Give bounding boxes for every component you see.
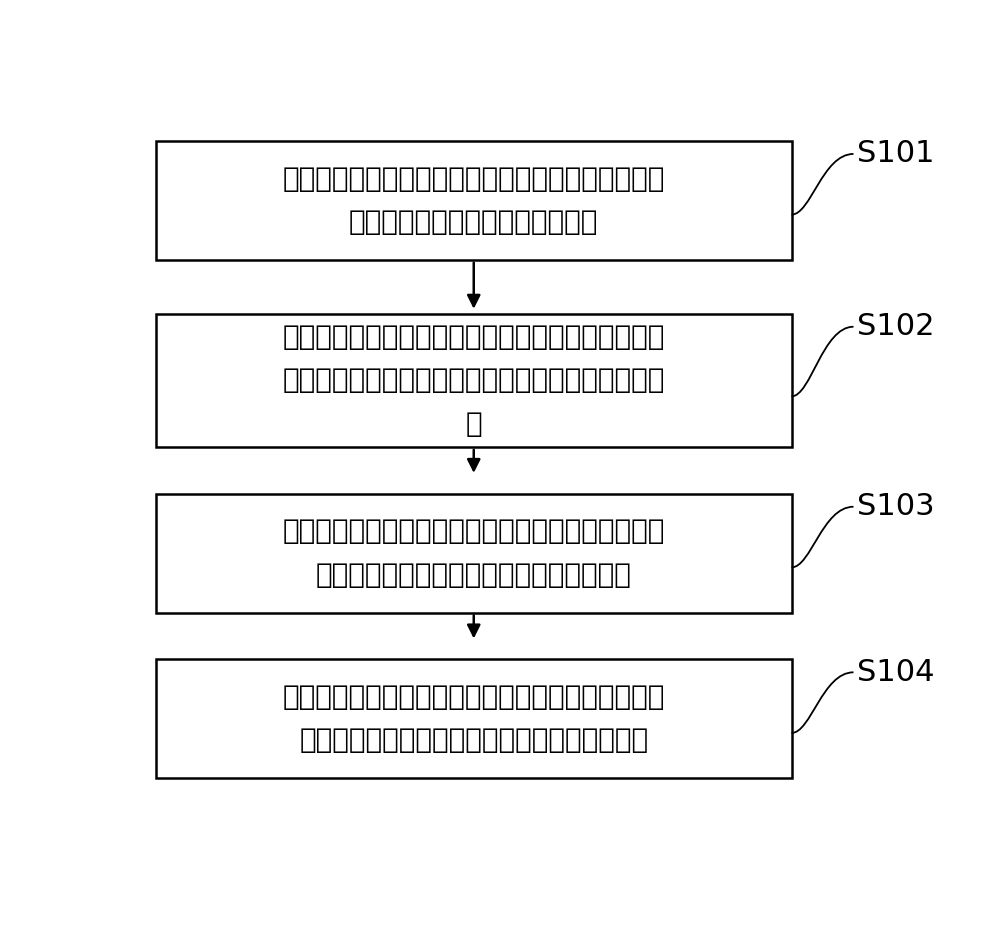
Bar <box>156 314 792 447</box>
Text: S101: S101 <box>857 139 935 168</box>
Text: 利用预先建立的二维全张量渗透率标准图版和获取的
被动压差比，拟合得到渗透率主轴方向及主值比例关
系: 利用预先建立的二维全张量渗透率标准图版和获取的 被动压差比，拟合得到渗透率主轴方… <box>283 323 665 438</box>
Bar <box>156 659 792 778</box>
Bar <box>156 494 792 612</box>
Text: 对方形层状岩样分别沿相互垂直的两个方向进行一维
驱替，获取被动压差比和测试流量: 对方形层状岩样分别沿相互垂直的两个方向进行一维 驱替，获取被动压差比和测试流量 <box>283 165 665 237</box>
Text: S104: S104 <box>857 658 935 687</box>
Bar <box>156 141 792 260</box>
Text: S103: S103 <box>857 492 935 521</box>
Text: S102: S102 <box>857 312 935 341</box>
Text: 根据求得的流量与测试流量之间的比值以及假设的渗
透率张量，得到方形层状岩样的真实渗透率张量: 根据求得的流量与测试流量之间的比值以及假设的渗 透率张量，得到方形层状岩样的真实… <box>283 683 665 755</box>
Text: 基于拟合的渗透率主轴方向及主值比例关系，假设一
组渗透率张量并利用实验压差条件求得流量: 基于拟合的渗透率主轴方向及主值比例关系，假设一 组渗透率张量并利用实验压差条件求… <box>283 517 665 589</box>
